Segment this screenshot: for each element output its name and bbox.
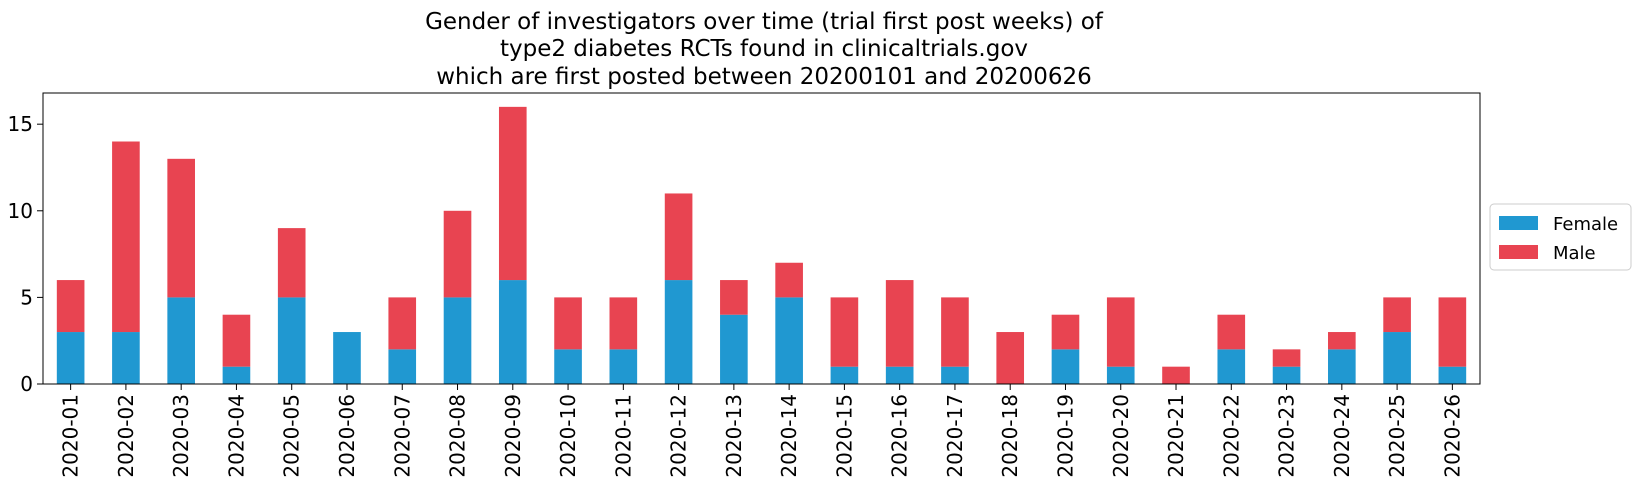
bar-male-2020-05 [277, 228, 306, 298]
bar-male-2020-02 [112, 141, 140, 333]
bar-male-2020-03 [167, 158, 195, 298]
bar-male-2020-10 [554, 297, 582, 350]
chart-title-line-3: which are first posted between 20200101 … [436, 64, 1092, 90]
x-tick-label: 2020-17 [943, 394, 967, 478]
legend-label-male: Male [1553, 243, 1596, 264]
x-tick-label: 2020-02 [114, 394, 138, 478]
chart-title-line-1: Gender of investigators over time (trial… [425, 9, 1104, 35]
bar-male-2020-12 [664, 193, 693, 281]
bar-male-2020-14 [775, 262, 803, 298]
x-tick-label: 2020-25 [1385, 394, 1409, 478]
bar-female-2020-02 [112, 332, 140, 384]
bar-female-2020-20 [1106, 366, 1135, 384]
x-tick-label: 2020-14 [777, 394, 801, 478]
x-tick-label: 2020-13 [722, 394, 746, 478]
bar-male-2020-18 [996, 332, 1025, 384]
bar-female-2020-07 [388, 349, 417, 384]
bar-female-2020-16 [885, 366, 914, 384]
bar-female-2020-06 [333, 332, 361, 384]
bar-female-2020-08 [443, 297, 472, 384]
bar-male-2020-15 [830, 297, 859, 367]
bar-male-2020-24 [1328, 332, 1356, 350]
x-tick-label: 2020-19 [1053, 394, 1077, 478]
bar-male-2020-19 [1051, 314, 1080, 350]
bar-male-2020-07 [388, 297, 417, 350]
x-tick-label: 2020-08 [446, 394, 470, 478]
y-tick-label: 15 [8, 112, 33, 136]
bar-male-2020-16 [885, 280, 914, 367]
bar-female-2020-15 [830, 366, 859, 384]
bar-male-2020-23 [1272, 349, 1301, 367]
bars [56, 106, 1467, 384]
bar-female-2020-12 [664, 280, 693, 384]
bar-male-2020-20 [1106, 297, 1135, 367]
x-tick-label: 2020-06 [335, 394, 359, 478]
x-tick-label: 2020-09 [501, 394, 525, 478]
bar-female-2020-24 [1328, 349, 1356, 384]
x-tick-label: 2020-11 [611, 394, 635, 478]
bar-female-2020-10 [554, 349, 582, 384]
bar-female-2020-05 [277, 297, 306, 384]
legend: Female Male [1489, 203, 1632, 271]
legend-label-female: Female [1553, 214, 1618, 235]
bar-female-2020-13 [720, 314, 748, 384]
x-tick-label: 2020-21 [1164, 394, 1188, 478]
chart-title-line-2: type2 diabetes RCTs found in clinicaltri… [500, 36, 1028, 62]
bar-male-2020-26 [1438, 297, 1467, 367]
bar-female-2020-25 [1383, 332, 1411, 384]
bar-female-2020-19 [1051, 349, 1080, 384]
bar-female-2020-03 [167, 297, 195, 384]
bar-female-2020-04 [222, 366, 251, 384]
bar-female-2020-17 [941, 366, 969, 384]
x-tick-label: 2020-20 [1109, 394, 1133, 478]
x-tick-label: 2020-22 [1219, 394, 1243, 478]
x-tick-label: 2020-05 [280, 394, 304, 478]
y-tick-label: 10 [8, 199, 33, 223]
bar-female-2020-14 [775, 297, 803, 384]
legend-swatch-female [1499, 216, 1538, 230]
x-tick-label: 2020-15 [832, 394, 856, 478]
x-tick-label: 2020-24 [1330, 394, 1354, 478]
x-tick-label: 2020-26 [1440, 394, 1464, 478]
bar-female-2020-11 [609, 349, 638, 384]
x-tick-label: 2020-04 [224, 394, 248, 478]
bar-female-2020-26 [1438, 366, 1467, 384]
y-axis: 0 5 10 15 [8, 112, 43, 396]
bar-male-2020-09 [498, 106, 527, 281]
x-tick-label: 2020-03 [169, 394, 193, 478]
bar-male-2020-11 [609, 297, 638, 350]
bar-female-2020-23 [1272, 366, 1301, 384]
bar-male-2020-01 [56, 280, 85, 333]
legend-swatch-male [1499, 245, 1538, 259]
x-tick-label: 2020-18 [998, 394, 1022, 478]
bar-female-2020-09 [498, 280, 527, 384]
x-tick-label: 2020-12 [667, 394, 691, 478]
y-tick-label: 5 [20, 285, 33, 309]
y-tick-label: 0 [20, 372, 33, 396]
bar-male-2020-25 [1383, 297, 1411, 333]
x-axis: 2020-01 2020-02 2020-03 2020-04 2020-05 2020-… [59, 384, 1464, 478]
bar-male-2020-21 [1162, 366, 1190, 384]
bar-female-2020-22 [1217, 349, 1246, 384]
bar-male-2020-13 [720, 280, 748, 315]
chart-title: Gender of investigators over time (trial… [425, 9, 1104, 90]
bar-male-2020-08 [443, 210, 472, 298]
x-tick-label: 2020-01 [59, 394, 83, 478]
x-tick-label: 2020-23 [1275, 394, 1299, 478]
bar-male-2020-04 [222, 314, 251, 367]
bar-male-2020-17 [941, 297, 969, 367]
bar-male-2020-22 [1217, 314, 1246, 350]
bar-female-2020-01 [56, 332, 85, 384]
plot-frame [42, 92, 1481, 385]
x-tick-label: 2020-10 [556, 394, 580, 478]
x-tick-label: 2020-07 [390, 394, 414, 478]
x-tick-label: 2020-16 [888, 394, 912, 478]
